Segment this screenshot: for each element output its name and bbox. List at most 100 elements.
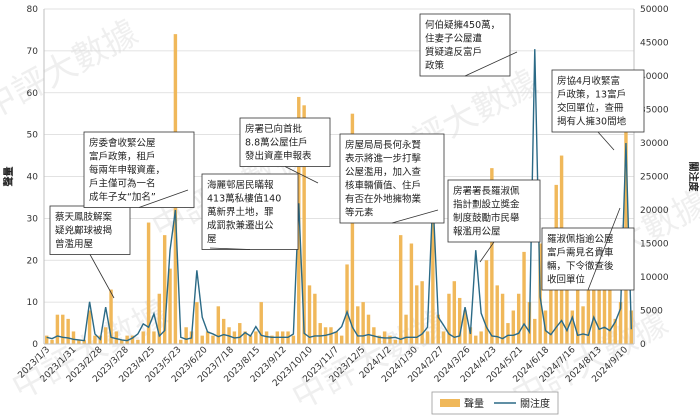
annotation-line: 質疑違反富戶: [425, 46, 482, 58]
volume-bar: [495, 285, 499, 345]
volume-bar: [254, 331, 258, 344]
annotation-line: 海麗邨居民瞞報: [207, 179, 274, 191]
y-right-tick-label: 5000: [640, 307, 663, 317]
y-right-tick-label: 25000: [640, 173, 669, 183]
volume-bar: [329, 327, 333, 344]
volume-bar: [125, 335, 129, 345]
volume-bar: [500, 293, 505, 344]
volume-bar: [238, 323, 242, 344]
annotation-line: 指計劃設立獎金: [453, 199, 520, 211]
volume-bar: [103, 327, 108, 344]
legend-label-attention: 關注度: [520, 397, 550, 410]
annotation-line: 成年子女“加名”: [89, 191, 156, 203]
volume-bar: [479, 331, 483, 344]
volume-bar: [447, 293, 451, 344]
y-right-tick-label: 20000: [640, 206, 669, 216]
annotation-line: 輛，下令徹查後: [547, 260, 614, 272]
annotation-line: 萬新界土地，罪: [207, 206, 274, 218]
volume-bar: [318, 323, 322, 344]
legend: 聲量 關注度: [431, 391, 559, 415]
annotation-line: 房屋局局長何永賢: [345, 139, 422, 151]
annotation-line: 房署已向首批: [245, 123, 303, 135]
volume-bar: [522, 251, 526, 345]
volume-bar: [441, 331, 446, 344]
legend-swatch-volume: [440, 399, 460, 407]
y-left-tick-label: 70: [27, 47, 39, 57]
volume-bar: [533, 318, 537, 345]
annotation-line: 揭有人擁30間地: [557, 116, 627, 128]
volume-bar: [425, 331, 430, 344]
annotation-line: 羅淑佩指逾公屋: [547, 233, 614, 245]
annotation-line: 富戶需見名貴車: [547, 247, 614, 259]
annotation-line: 有否在外地擁物業: [345, 193, 422, 205]
volume-bar: [302, 105, 306, 344]
volume-bar: [393, 339, 398, 344]
volume-bar: [61, 314, 65, 344]
volume-bar: [506, 323, 510, 344]
volume-bar: [345, 264, 349, 344]
volume-bar: [157, 293, 162, 344]
volume-bar: [581, 306, 585, 344]
volume-bar: [130, 335, 135, 345]
volume-bar: [77, 339, 81, 344]
volume-bar: [195, 302, 199, 345]
volume-bar: [50, 339, 54, 344]
annotation-line: 富戶政策，租戶: [89, 151, 156, 163]
annotation-line: 報濫用公屋: [453, 226, 501, 238]
y-right-tick-label: 40000: [640, 72, 669, 82]
y-right-tick-label: 30000: [640, 139, 669, 149]
volume-bar: [221, 318, 226, 345]
volume-bar: [575, 281, 580, 344]
annotation-line: 交回單位，查冊: [557, 102, 624, 114]
annotation-line: 戶政策，13富戶: [557, 89, 626, 101]
volume-bar: [136, 339, 140, 344]
annotation-line: 收回單位: [547, 274, 586, 286]
annotation-box: [49, 205, 131, 255]
y-right-axis-title: 關注度: [687, 162, 700, 193]
volume-bar: [184, 327, 188, 344]
volume-bar: [71, 331, 76, 344]
volume-bar: [420, 281, 424, 344]
volume-bar: [339, 335, 344, 345]
y-left-tick-label: 10: [27, 298, 39, 308]
annotation-pointer: [597, 131, 615, 151]
y-right-tick-label: 45000: [640, 39, 669, 49]
annotation-line: 每兩年申報資產，: [89, 164, 165, 176]
volume-bar: [474, 335, 478, 345]
volume-bar: [120, 339, 124, 344]
annotation-line: 等元素: [345, 207, 374, 219]
volume-bar: [82, 339, 86, 344]
annotation-box: [419, 13, 511, 77]
annotation-box: [201, 173, 299, 250]
volume-bar: [350, 113, 355, 344]
y-left-tick-label: 50: [27, 131, 39, 141]
annotation-line: 房委會收緊公屋: [89, 137, 156, 149]
volume-bar: [162, 235, 167, 345]
volume-bar: [452, 281, 457, 344]
volume-bar: [618, 302, 623, 345]
annotation-line: 房協4月收緊富: [557, 75, 620, 87]
y-right-tick-label: 35000: [640, 106, 669, 116]
line-series: [46, 49, 633, 342]
volume-bar: [270, 335, 274, 345]
annotation-line: 發出資產申報表: [245, 150, 312, 162]
volume-bar: [356, 306, 360, 344]
volume-bar: [436, 314, 440, 344]
annotation-pointer: [587, 207, 621, 291]
volume-bar: [484, 260, 489, 344]
volume-bar: [608, 285, 612, 345]
y-left-tick-label: 40: [27, 173, 39, 183]
y-left-tick-label: 20: [27, 256, 39, 266]
volume-bar: [468, 327, 473, 344]
annotation-line: 曾濫用屋: [55, 238, 93, 250]
volume-bar: [55, 314, 60, 344]
annotation-line: 何伯疑擁450萬，: [425, 19, 500, 31]
y-right-tick-label: 0: [640, 340, 646, 350]
annotation-box: [239, 117, 331, 167]
volume-bar: [205, 331, 210, 344]
annotation-line: 表示將進一步打擊: [345, 153, 422, 165]
